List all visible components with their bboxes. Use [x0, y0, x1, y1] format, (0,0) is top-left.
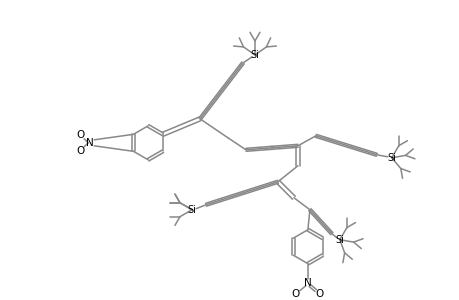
Text: O: O	[315, 289, 323, 298]
Text: N: N	[303, 278, 311, 288]
Text: Si: Si	[250, 50, 259, 60]
Text: N: N	[86, 138, 94, 148]
Text: O: O	[76, 146, 84, 156]
Text: Si: Si	[187, 205, 196, 215]
Text: Si: Si	[386, 153, 395, 163]
Text: Si: Si	[335, 235, 343, 245]
Text: O: O	[76, 130, 84, 140]
Text: O: O	[291, 289, 299, 298]
